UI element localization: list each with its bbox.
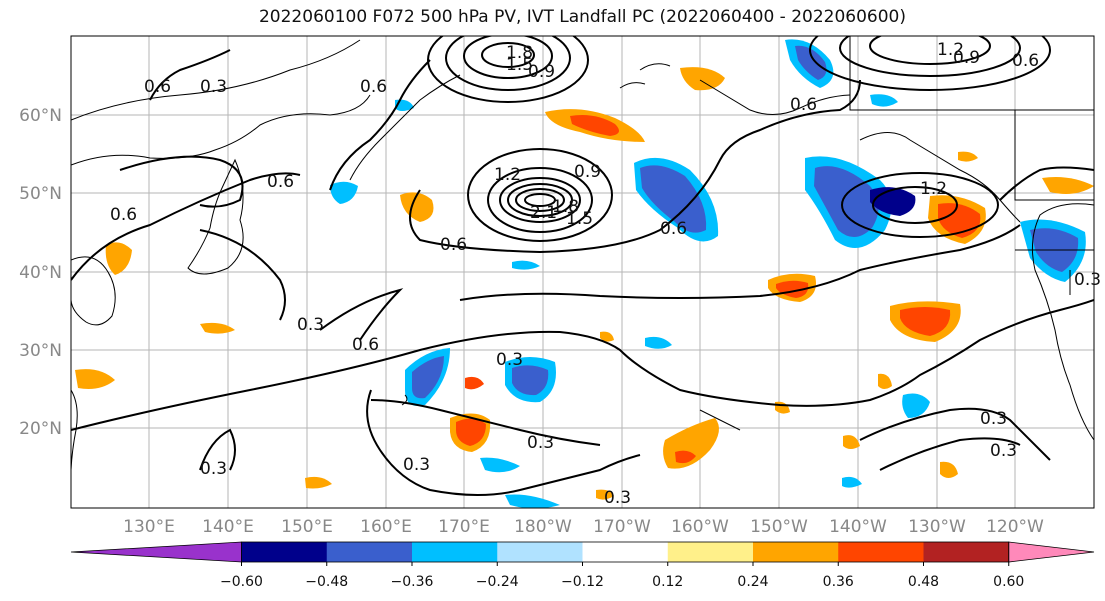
contour-label: 0.3 xyxy=(990,441,1017,461)
longitude-labels: 130°E 140°E 150°E 160°E 170°E 180°W 170°W 160°W… xyxy=(123,517,1044,537)
contour-label: 0.6 xyxy=(660,219,687,239)
contour-label: 1.2 xyxy=(494,165,521,185)
contour-label: 1.5 xyxy=(506,55,533,75)
contour-label: 0.6 xyxy=(440,235,467,255)
colorbar-extend-min xyxy=(70,541,242,563)
lon-label: 170°E xyxy=(438,517,490,537)
lon-label: 160°W xyxy=(671,517,729,537)
ivt-shading xyxy=(75,39,1094,508)
colorbar-tick-label: −0.36 xyxy=(391,574,434,590)
contour-label: 0.9 xyxy=(953,48,980,68)
contour-label: 0.3 xyxy=(527,433,554,453)
colorbar-tick-label: 0.24 xyxy=(737,574,768,590)
lat-label: 50°N xyxy=(19,184,62,204)
contour-label: 1.8 xyxy=(506,43,533,63)
map-title: 2022060100 F072 500 hPa PV, IVT Landfall… xyxy=(258,7,906,27)
contour-label: 0.3 xyxy=(200,459,227,479)
colorbar-tick-label: −0.24 xyxy=(476,574,519,590)
contour-labels: 0.6 0.3 0.6 0.6 0.6 0.6 0.3 0.6 0.3 0.3 … xyxy=(110,40,1101,508)
colorbar-tick-label: −0.48 xyxy=(305,574,348,590)
contour-label: 0.6 xyxy=(790,95,817,115)
contour-label: 0.3 xyxy=(1074,270,1101,290)
contour-label: 1.8 xyxy=(552,197,579,217)
colorbar-segment xyxy=(582,542,669,562)
colorbar-segment xyxy=(667,542,754,562)
lon-label: 140°W xyxy=(829,517,887,537)
contour-label: 0.3 xyxy=(496,350,523,370)
colorbar-tick-label: 0.36 xyxy=(823,574,854,590)
colorbar-tick-label: 0.12 xyxy=(652,574,683,590)
lat-label: 20°N xyxy=(19,419,62,439)
contour-label: 0.6 xyxy=(267,172,294,192)
contour-label: 0.9 xyxy=(574,162,601,182)
contour-label: 1.2 xyxy=(937,40,964,60)
contour-label: 0.6 xyxy=(352,335,379,355)
pv-contours xyxy=(71,36,1094,496)
contour-label: 0.6 xyxy=(110,205,137,225)
colorbar-extend-max xyxy=(1008,541,1095,563)
lon-label: 170°W xyxy=(593,517,651,537)
colorbar-segment xyxy=(753,542,839,562)
colorbar-tick-label: 0.60 xyxy=(993,574,1024,590)
contour-label: 0.3 xyxy=(604,488,631,508)
coastlines xyxy=(71,36,1094,471)
contour-label: 0.9 xyxy=(528,62,555,82)
lat-label: 30°N xyxy=(19,341,62,361)
colorbar-segment xyxy=(923,542,1010,562)
colorbar: −0.60 −0.48 −0.36 −0.24 −0.12 0.12 0.24 0.36 0.4… xyxy=(70,541,1095,590)
colorbar-segment xyxy=(412,542,498,562)
colorbar-tick-label: −0.60 xyxy=(220,574,263,590)
lon-label: 130°E xyxy=(123,517,175,537)
contour-label: 0.3 xyxy=(297,315,324,335)
contour-label: 0.3 xyxy=(403,455,430,475)
contour-label: 0.3 xyxy=(200,77,227,97)
contour-label: 1.2 xyxy=(920,179,947,199)
contour-label: 0.6 xyxy=(144,77,171,97)
colorbar-segment xyxy=(497,542,583,562)
colorbar-tick-label: 0.48 xyxy=(908,574,939,590)
latitude-labels: 60°N 50°N 40°N 30°N 20°N xyxy=(19,106,62,439)
colorbar-tick-label: −0.12 xyxy=(561,574,604,590)
lat-label: 40°N xyxy=(19,263,62,283)
lon-label: 150°W xyxy=(750,517,808,537)
lat-label: 60°N xyxy=(19,106,62,126)
colorbar-segment xyxy=(241,542,328,562)
contour-label: 1.5 xyxy=(566,209,593,229)
colorbar-segment xyxy=(838,542,924,562)
contour-label: 0.6 xyxy=(360,77,387,97)
lon-label: 180°W xyxy=(514,517,572,537)
lon-label: 120°W xyxy=(986,517,1044,537)
contour-label: 0.6 xyxy=(1012,51,1039,71)
contour-label: 2.1 xyxy=(530,203,557,223)
lon-label: 130°W xyxy=(908,517,966,537)
lon-label: 160°E xyxy=(360,517,412,537)
lon-label: 150°E xyxy=(281,517,333,537)
lon-label: 140°E xyxy=(202,517,254,537)
contour-label: 0.3 xyxy=(980,409,1007,429)
colorbar-segment xyxy=(326,542,413,562)
